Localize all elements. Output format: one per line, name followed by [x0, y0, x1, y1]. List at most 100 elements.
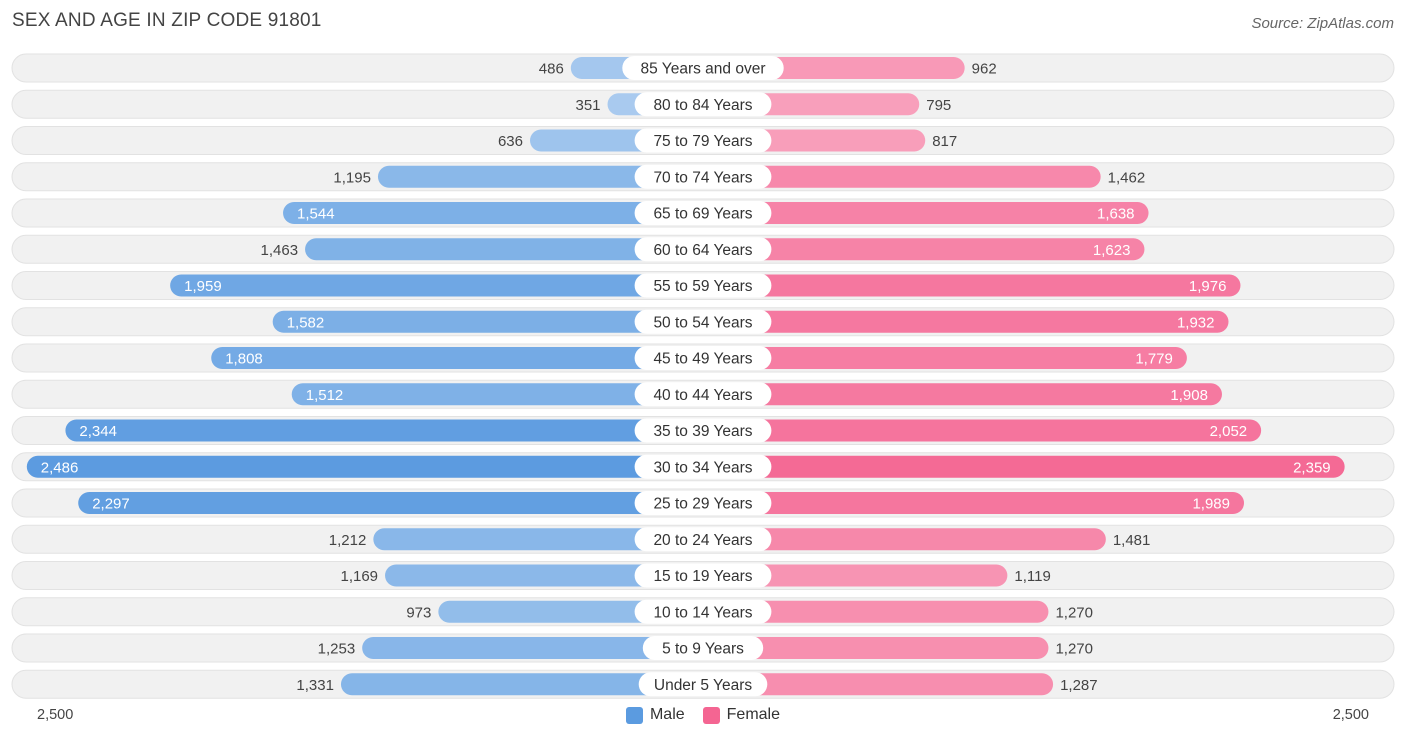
category-pill — [634, 273, 772, 298]
female-bar — [703, 564, 1008, 587]
female-value-label: 1,270 — [1055, 641, 1093, 658]
male-bar — [305, 238, 703, 261]
female-bar — [703, 238, 1145, 261]
category-label: 60 to 64 Years — [653, 242, 752, 259]
category-pill — [634, 563, 772, 588]
female-bar — [703, 673, 1054, 696]
bar-row: 486 962 85 Years and over — [11, 53, 1395, 83]
male-value-label: 1,331 — [296, 677, 334, 694]
legend: Male Female — [0, 706, 1406, 724]
category-label: 85 Years and over — [641, 61, 766, 78]
bar-row: 2,486 2,359 30 to 34 Years — [11, 452, 1395, 482]
female-value-label: 1,287 — [1060, 677, 1098, 694]
category-pill — [634, 418, 772, 443]
female-bar — [703, 637, 1049, 659]
male-value-label: 1,544 — [297, 206, 335, 223]
male-value-label: 1,582 — [287, 314, 325, 331]
category-pill — [634, 346, 772, 370]
category-label: 10 to 14 Years — [653, 604, 752, 621]
category-label: 75 to 79 Years — [653, 133, 752, 150]
female-bar — [703, 600, 1049, 623]
male-bar — [26, 455, 704, 478]
axis-right-label: 2,500 — [1332, 707, 1369, 723]
bar-row: 1,463 1,623 60 to 64 Years — [11, 234, 1395, 264]
axis-left-label: 2,500 — [37, 707, 74, 723]
category-label: 65 to 69 Years — [653, 206, 752, 223]
category-label: 20 to 24 Years — [653, 532, 752, 549]
female-value-label: 1,976 — [1189, 278, 1227, 295]
bar-row: 1,582 1,932 50 to 54 Years — [11, 307, 1395, 337]
category-pill — [634, 599, 772, 624]
bar-row: 636 817 75 to 79 Years — [11, 126, 1395, 155]
male-value-label: 636 — [498, 133, 523, 150]
legend-label-female: Female — [726, 706, 781, 723]
female-value-label: 1,481 — [1113, 532, 1151, 549]
legend-item-female: Female — [702, 706, 781, 724]
bar-row: 973 1,270 10 to 14 Years — [11, 597, 1395, 627]
category-pill — [634, 491, 772, 515]
female-bar — [703, 383, 1222, 406]
male-value-label: 486 — [539, 61, 564, 78]
male-value-label: 2,344 — [79, 423, 117, 440]
category-label: 40 to 44 Years — [653, 387, 752, 404]
male-bar — [272, 310, 703, 333]
female-bar — [703, 419, 1262, 442]
category-label: 45 to 49 Years — [653, 351, 752, 368]
male-value-label: 1,808 — [225, 351, 263, 368]
female-bar — [703, 274, 1241, 297]
female-value-label: 2,052 — [1210, 423, 1248, 440]
female-bar — [703, 492, 1245, 514]
male-value-label: 1,959 — [184, 278, 222, 295]
male-bar — [283, 202, 703, 224]
category-label: 50 to 54 Years — [653, 314, 752, 331]
male-value-label: 1,463 — [261, 242, 299, 259]
category-pill — [638, 672, 768, 697]
category-pill — [634, 237, 772, 262]
male-bar — [373, 528, 703, 551]
male-value-label: 1,169 — [340, 568, 378, 585]
female-value-label: 795 — [926, 97, 951, 114]
female-value-label: 1,989 — [1192, 496, 1230, 513]
female-bar — [703, 528, 1106, 551]
male-value-label: 2,297 — [92, 496, 130, 513]
category-pill — [634, 527, 772, 552]
female-bar — [703, 455, 1345, 478]
category-pill — [634, 128, 772, 153]
male-value-label: 351 — [575, 97, 600, 114]
chart-title: SEX AND AGE IN ZIP CODE 91801 — [12, 10, 322, 31]
bar-row: 1,212 1,481 20 to 24 Years — [11, 524, 1395, 554]
female-value-label: 1,638 — [1097, 206, 1135, 223]
male-value-label: 1,212 — [329, 532, 367, 549]
category-label: 25 to 29 Years — [653, 496, 752, 513]
category-pill — [634, 164, 772, 189]
female-bar — [703, 347, 1187, 369]
female-value-label: 1,779 — [1135, 351, 1173, 368]
male-value-label: 1,195 — [333, 169, 371, 186]
female-value-label: 1,270 — [1055, 604, 1093, 621]
female-value-label: 1,462 — [1108, 169, 1146, 186]
male-bar — [340, 673, 703, 696]
male-bar — [291, 383, 703, 406]
category-pill — [634, 92, 772, 117]
category-pill — [634, 201, 772, 225]
bar-row: 1,195 1,462 70 to 74 Years — [11, 162, 1395, 192]
bar-row: 2,344 2,052 35 to 39 Years — [11, 416, 1395, 445]
legend-label-male: Male — [649, 706, 685, 723]
male-bar — [211, 347, 703, 369]
male-bar — [385, 564, 703, 587]
category-label: 35 to 39 Years — [653, 423, 752, 440]
population-pyramid-chart: 486 962 85 Years and over 351 795 80 to 84 Ye… — [11, 53, 1395, 699]
legend-swatch-female — [702, 706, 720, 724]
category-label: 5 to 9 Years — [662, 641, 744, 658]
female-value-label: 962 — [972, 61, 997, 78]
male-bar — [78, 492, 703, 514]
female-value-label: 1,932 — [1177, 314, 1215, 331]
female-value-label: 817 — [932, 133, 957, 150]
category-label: 80 to 84 Years — [653, 97, 752, 114]
bar-row: 351 795 80 to 84 Years — [11, 89, 1395, 119]
bar-row: 1,959 1,976 55 to 59 Years — [11, 271, 1395, 300]
bar-row: 1,253 1,270 5 to 9 Years — [11, 633, 1395, 663]
category-label: 15 to 19 Years — [653, 568, 752, 585]
bar-row: 1,808 1,779 45 to 49 Years — [11, 343, 1395, 373]
bar-row: 1,512 1,908 40 to 44 Years — [11, 379, 1395, 409]
